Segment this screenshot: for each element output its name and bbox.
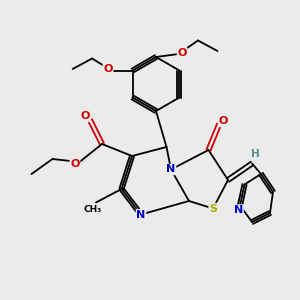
Text: H: H bbox=[250, 148, 260, 159]
Text: O: O bbox=[177, 48, 187, 58]
Text: O: O bbox=[219, 116, 228, 127]
Text: N: N bbox=[136, 209, 146, 220]
Text: O: O bbox=[81, 111, 90, 122]
Text: N: N bbox=[234, 205, 243, 215]
Text: N: N bbox=[167, 164, 176, 175]
Text: S: S bbox=[209, 203, 217, 214]
Text: O: O bbox=[70, 159, 80, 170]
Text: O: O bbox=[103, 64, 113, 74]
Text: CH₃: CH₃ bbox=[84, 205, 102, 214]
